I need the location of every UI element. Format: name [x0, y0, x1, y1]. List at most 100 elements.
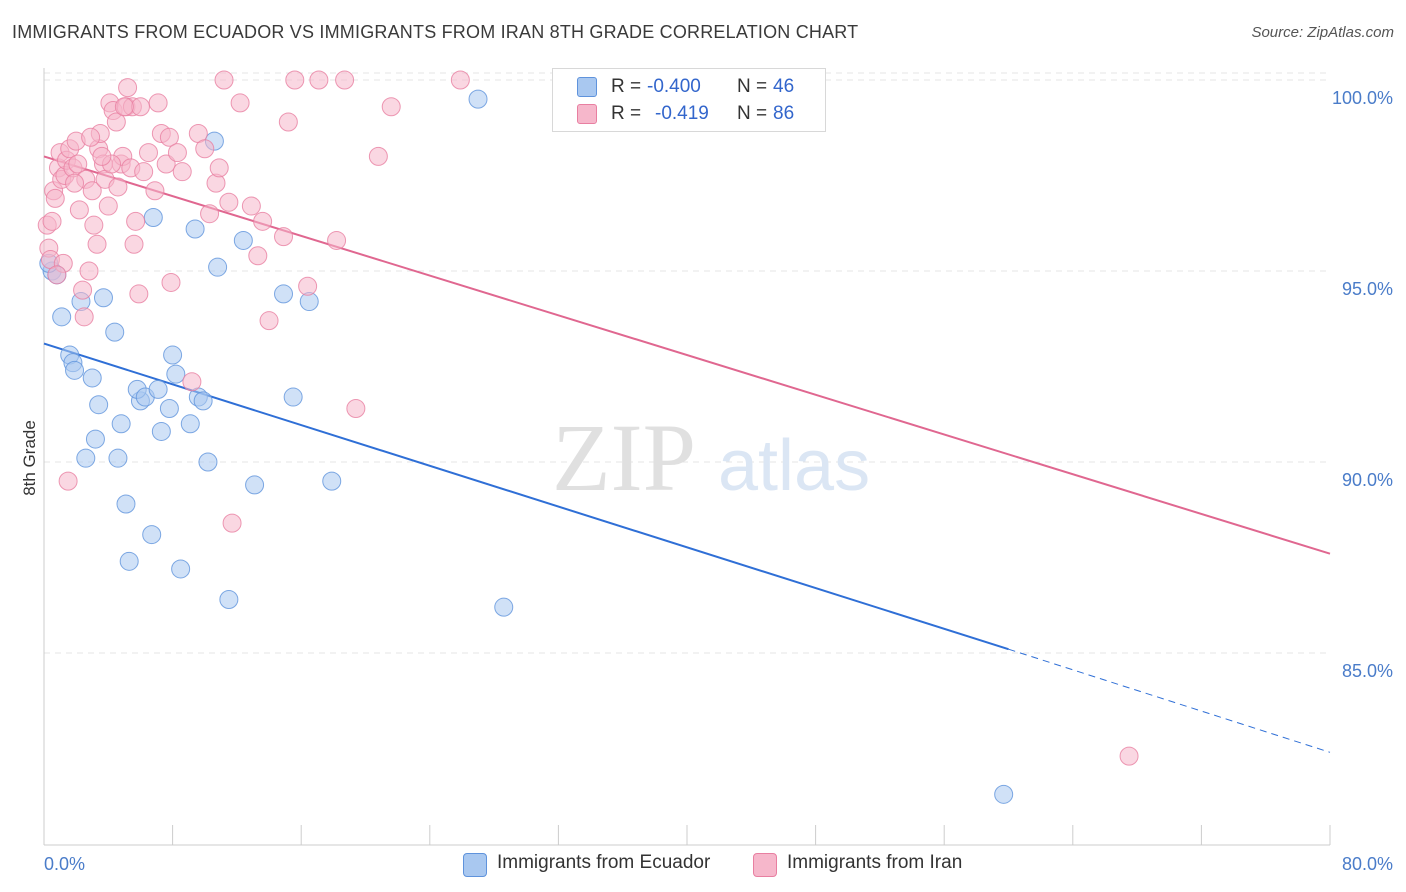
iran-point — [298, 276, 318, 296]
y-tick-label: 85.0% — [1342, 661, 1393, 681]
axes — [43, 68, 1331, 846]
iran-point — [124, 234, 144, 254]
y-tick-label: 100.0% — [1332, 88, 1393, 108]
ecuador-point — [159, 399, 179, 419]
ecuador-point — [233, 230, 253, 250]
iran-point — [1119, 746, 1139, 766]
iran-point — [195, 139, 215, 159]
ecuador-point — [82, 368, 102, 388]
chart-title: IMMIGRANTS FROM ECUADOR VS IMMIGRANTS FR… — [12, 22, 859, 42]
iran-point — [92, 146, 112, 166]
iran-point — [74, 307, 94, 327]
ecuador-point — [163, 345, 183, 365]
legend-r-value-ecuador: -0.400 — [647, 76, 701, 97]
iran-point — [134, 162, 154, 182]
iran-point — [274, 227, 294, 247]
ecuador-point — [148, 379, 168, 399]
iran-point — [219, 192, 239, 212]
iran-point — [167, 143, 187, 163]
ecuador-point — [171, 559, 191, 579]
iran-point — [182, 372, 202, 392]
legend-swatch-ecuador — [577, 77, 597, 97]
y-axis-title: 8th Grade — [20, 420, 39, 496]
iran-point — [69, 200, 89, 220]
ecuador-trend-line-extension — [1008, 648, 1331, 753]
ecuador-point — [108, 448, 128, 468]
bottom-legend-label-ecuador: Immigrants from Ecuador — [497, 852, 711, 873]
iran-point — [241, 196, 261, 216]
ecuador-point — [208, 257, 228, 277]
ecuador-point — [111, 414, 131, 434]
ecuador-point — [151, 421, 171, 441]
watermark: ZIP atlas — [552, 404, 870, 511]
ecuador-point — [65, 360, 85, 380]
iran-point — [130, 97, 150, 117]
ecuador-point — [85, 429, 105, 449]
ecuador-point — [193, 391, 213, 411]
iran-point — [114, 97, 134, 117]
iran-point — [285, 70, 305, 90]
watermark-atlas: atlas — [718, 426, 870, 506]
legend-r-value-iran: -0.419 — [655, 103, 709, 124]
bottom-legend-swatch-ecuador — [463, 853, 487, 877]
iran-point — [381, 97, 401, 117]
ecuador-point — [468, 89, 488, 109]
legend-n-label: N = — [737, 103, 768, 124]
ecuador-point — [198, 452, 218, 472]
ecuador-point — [185, 219, 205, 239]
iran-point — [47, 265, 67, 285]
iran-point — [108, 177, 128, 197]
iran-point — [156, 154, 176, 174]
iran-point — [42, 211, 62, 231]
x-tick-label: 80.0% — [1342, 854, 1393, 874]
ecuador-point — [76, 448, 96, 468]
ecuador-point — [994, 784, 1014, 804]
chart-source: Source: ZipAtlas.com — [1251, 24, 1394, 41]
iran-point — [145, 181, 165, 201]
watermark-zip: ZIP — [552, 404, 696, 511]
iran-point — [79, 261, 99, 281]
iran-point — [253, 211, 273, 231]
ecuador-point — [219, 590, 239, 610]
iran-point — [68, 154, 88, 174]
ecuador-point — [119, 551, 139, 571]
iran-point — [98, 196, 118, 216]
ecuador-point — [245, 475, 265, 495]
iran-point — [335, 70, 355, 90]
ecuador-point — [166, 364, 186, 384]
iran-point — [81, 127, 101, 147]
ecuador-point — [494, 597, 514, 617]
legend-r-label: R = — [611, 103, 642, 124]
bottom-legend-swatch-iran — [753, 853, 777, 877]
x-tick-label: 0.0% — [44, 854, 85, 874]
iran-point — [138, 143, 158, 163]
legend-n-label: N = — [737, 76, 768, 97]
iran-point — [309, 70, 329, 90]
iran-point — [200, 204, 220, 224]
legend-swatch-iran — [577, 104, 597, 124]
iran-point — [126, 211, 146, 231]
bottom-legend-label-iran: Immigrants from Iran — [787, 852, 963, 873]
iran-point — [159, 127, 179, 147]
ecuador-point — [322, 471, 342, 491]
ecuador-point — [274, 284, 294, 304]
iran-point — [450, 70, 470, 90]
iran-point — [58, 471, 78, 491]
data-points — [37, 70, 1139, 804]
legend-n-value-ecuador: 46 — [773, 76, 795, 97]
ecuador-point — [89, 395, 109, 415]
legend-n-value-iran: 86 — [773, 103, 795, 124]
y-tick-label: 90.0% — [1342, 470, 1393, 490]
iran-point — [346, 399, 366, 419]
ecuador-point — [180, 414, 200, 434]
iran-point — [87, 234, 107, 254]
iran-point — [222, 513, 242, 533]
iran-point — [45, 188, 65, 208]
iran-point — [118, 78, 138, 98]
ecuador-point — [105, 322, 125, 342]
iran-point — [84, 215, 104, 235]
iran-point — [129, 284, 149, 304]
ecuador-point — [283, 387, 303, 407]
ecuador-point — [116, 494, 136, 514]
